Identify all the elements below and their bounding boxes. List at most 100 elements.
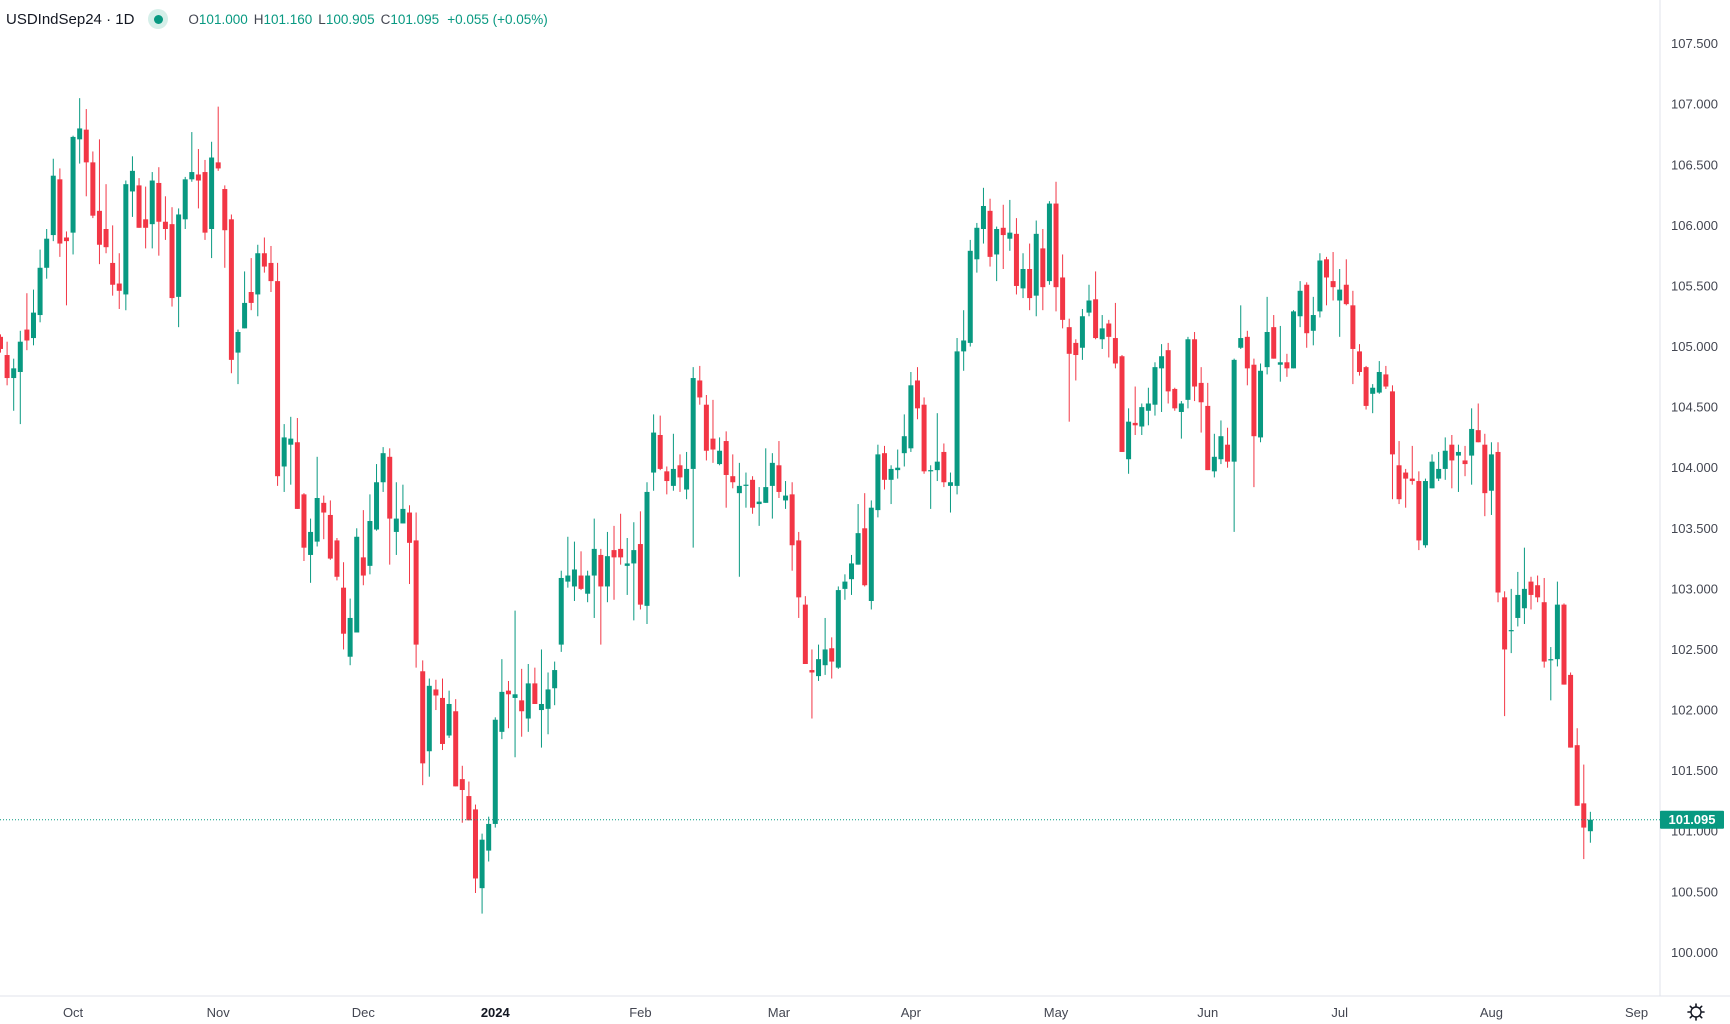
candle-body <box>1126 421 1132 460</box>
candle <box>618 513 624 565</box>
candle-body <box>103 229 109 248</box>
candle-body <box>486 823 492 851</box>
candle-body <box>453 711 459 787</box>
candle-body <box>222 189 228 231</box>
candle <box>288 416 294 485</box>
candle-body <box>585 575 591 594</box>
candle <box>1502 591 1508 717</box>
candle <box>1165 342 1171 404</box>
candle-body <box>1277 362 1283 365</box>
candle-body <box>407 512 413 543</box>
candle <box>585 570 591 603</box>
candle-body <box>664 471 670 482</box>
candle <box>459 765 465 823</box>
candle-body <box>1046 203 1052 282</box>
candle <box>769 453 775 519</box>
candle <box>1574 728 1580 806</box>
candle-body <box>1350 305 1356 349</box>
candle <box>83 109 89 197</box>
candle <box>664 466 670 495</box>
candle <box>545 672 551 735</box>
candle-body <box>1284 362 1290 369</box>
candle <box>908 371 914 452</box>
candle-body <box>1502 597 1508 650</box>
candle <box>1033 220 1039 317</box>
gear-icon[interactable] <box>1686 1002 1706 1022</box>
candle <box>1073 339 1079 381</box>
candle-body <box>644 491 650 606</box>
candle <box>1436 451 1442 482</box>
candle <box>0 334 3 353</box>
candle-body <box>1066 327 1072 354</box>
candle <box>624 537 630 595</box>
candle <box>77 98 83 164</box>
candle <box>17 330 23 425</box>
candle <box>136 178 142 228</box>
candle-body <box>565 575 571 582</box>
candle <box>1495 442 1501 603</box>
candle <box>809 649 815 719</box>
candle <box>703 395 709 461</box>
low-label: L <box>318 11 326 27</box>
candle-body <box>1442 450 1448 469</box>
candle-body <box>11 368 17 379</box>
candle <box>1370 384 1376 414</box>
candle <box>1528 576 1534 610</box>
candle <box>1178 401 1184 439</box>
candle-body <box>327 514 333 559</box>
candle-body <box>156 182 162 222</box>
candle <box>1581 764 1587 860</box>
candle-body <box>182 179 188 220</box>
candle <box>110 225 116 296</box>
price-axis[interactable]: 100.000100.500101.000101.500102.000102.5… <box>1671 36 1718 960</box>
close-label: C <box>380 11 391 27</box>
candle-body <box>1317 260 1323 312</box>
candle <box>354 528 360 633</box>
candle <box>1291 310 1297 369</box>
close-value: 101.095 <box>390 11 440 27</box>
candle-body <box>1145 403 1151 411</box>
candle <box>1192 332 1198 402</box>
candle <box>538 649 544 748</box>
candle <box>1198 367 1204 433</box>
symbol-title[interactable]: USDIndSep24 · 1D <box>6 10 135 28</box>
candle-body <box>1389 391 1395 455</box>
candle-body <box>261 253 267 267</box>
time-axis[interactable]: Oct Nov Dec 2024 Feb Mar Apr May Jun Jul Aug Sep <box>63 1005 1648 1020</box>
candle <box>400 484 406 524</box>
candle <box>360 510 366 586</box>
candle-body <box>789 494 795 546</box>
candle-body <box>162 221 168 230</box>
candle-body <box>1027 268 1033 299</box>
market-open-dot-icon <box>148 9 169 29</box>
candle-body <box>994 229 1000 255</box>
candle <box>1271 315 1277 359</box>
candle-body <box>736 485 742 494</box>
candle-body <box>288 438 294 445</box>
candle-body <box>941 451 947 483</box>
candle <box>670 433 676 491</box>
candle-body <box>387 456 393 519</box>
candle <box>921 397 927 474</box>
candle-body <box>255 253 261 295</box>
candle <box>1469 408 1475 485</box>
candle <box>202 159 208 240</box>
candle <box>1587 811 1593 843</box>
candle-body <box>1462 460 1468 465</box>
candle <box>816 644 822 681</box>
candle-body <box>710 438 716 450</box>
candle <box>657 415 663 471</box>
candle <box>347 598 353 666</box>
candle-body <box>657 434 663 469</box>
candle <box>1244 330 1250 386</box>
candle-body <box>862 528 868 586</box>
candle-body <box>90 162 96 216</box>
candle-body <box>334 540 340 577</box>
candle-body <box>499 691 505 732</box>
candle <box>1535 575 1541 603</box>
candle <box>374 464 380 531</box>
candle-body <box>169 224 175 299</box>
candle-body <box>215 162 221 169</box>
candle <box>1330 252 1336 301</box>
